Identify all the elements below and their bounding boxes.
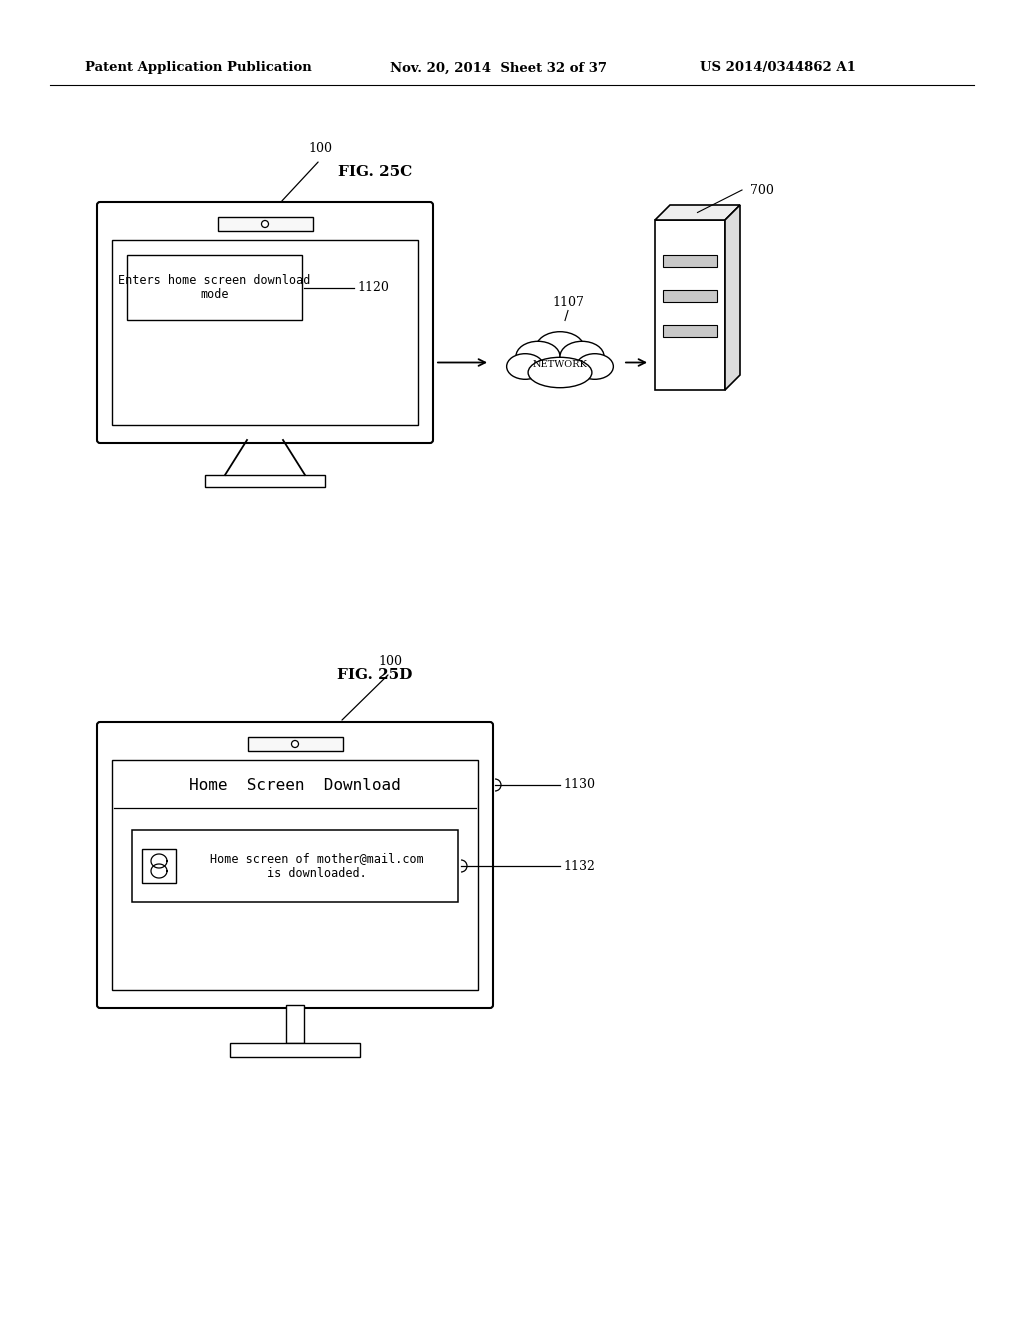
Text: Nov. 20, 2014  Sheet 32 of 37: Nov. 20, 2014 Sheet 32 of 37	[390, 62, 607, 74]
Text: Home  Screen  Download: Home Screen Download	[189, 777, 400, 792]
Polygon shape	[655, 205, 740, 220]
Bar	[663, 325, 717, 337]
Bar	[230, 1043, 360, 1057]
Ellipse shape	[507, 354, 544, 379]
Text: 1107: 1107	[552, 296, 584, 309]
Bar	[663, 290, 717, 302]
Bar	[248, 737, 342, 751]
Bar	[663, 255, 717, 267]
Text: Enters home screen download
mode: Enters home screen download mode	[119, 273, 310, 301]
Text: FIG. 25D: FIG. 25D	[337, 668, 413, 682]
Text: 1132: 1132	[563, 859, 595, 873]
Bar	[205, 475, 325, 487]
Bar	[655, 220, 725, 389]
Ellipse shape	[560, 342, 604, 372]
Bar	[286, 1005, 304, 1043]
Text: 100: 100	[308, 143, 332, 154]
Text: 1120: 1120	[357, 281, 389, 294]
Text: Patent Application Publication: Patent Application Publication	[85, 62, 311, 74]
Bar	[112, 240, 418, 425]
Bar	[127, 255, 302, 319]
Circle shape	[261, 220, 268, 227]
Text: 100: 100	[378, 655, 402, 668]
Circle shape	[292, 741, 299, 747]
Text: NETWORK: NETWORK	[532, 360, 588, 370]
FancyBboxPatch shape	[97, 722, 493, 1008]
Text: Home screen of mother@mail.com
is downloaded.: Home screen of mother@mail.com is downlo…	[210, 851, 424, 880]
Bar	[142, 849, 176, 883]
Text: FIG. 25C: FIG. 25C	[338, 165, 412, 180]
Ellipse shape	[577, 354, 613, 379]
Polygon shape	[725, 205, 740, 389]
Text: 1130: 1130	[563, 779, 595, 792]
Bar	[132, 830, 458, 902]
Text: 700: 700	[750, 183, 774, 197]
Bar	[217, 216, 312, 231]
Ellipse shape	[528, 358, 592, 388]
FancyBboxPatch shape	[97, 202, 433, 444]
Text: US 2014/0344862 A1: US 2014/0344862 A1	[700, 62, 856, 74]
Ellipse shape	[508, 338, 612, 387]
Bar	[112, 760, 478, 990]
Ellipse shape	[536, 331, 585, 366]
Ellipse shape	[516, 342, 560, 372]
